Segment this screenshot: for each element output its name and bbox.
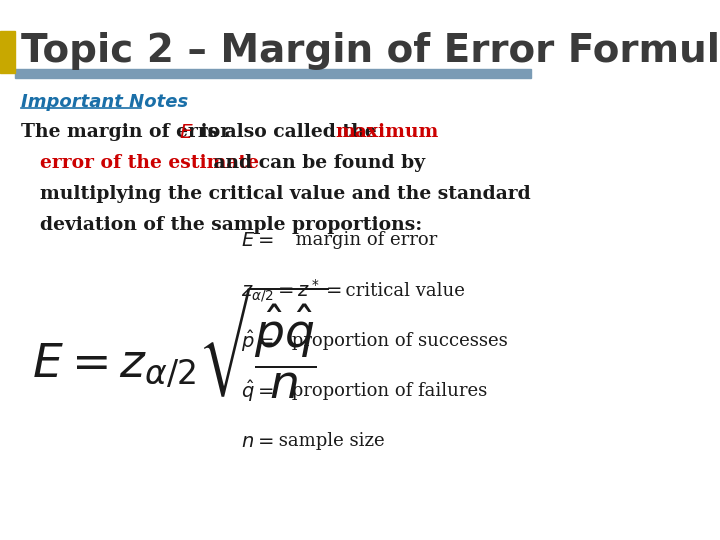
Text: $z_{\alpha/2} = z^* = $: $z_{\alpha/2} = z^* = $ [241,277,342,304]
Text: proportion of failures: proportion of failures [287,382,487,400]
Text: multiplying the critical value and the standard: multiplying the critical value and the s… [40,185,531,203]
Text: $\hat{p} = $: $\hat{p} = $ [241,328,274,354]
Text: $\hat{q} = $: $\hat{q} = $ [241,378,274,404]
Text: $E = z_{\alpha/2}\sqrt{\dfrac{\hat{p}\hat{q}}{n}}$: $E = z_{\alpha/2}\sqrt{\dfrac{\hat{p}\ha… [32,285,328,401]
Text: sample size: sample size [273,432,385,450]
Text: Topic 2 – Margin of Error Formula: Topic 2 – Margin of Error Formula [21,32,720,70]
Text: is also called the: is also called the [194,123,383,141]
Text: Important Notes: Important Notes [21,92,189,111]
Text: maximum: maximum [336,123,439,141]
Text: error of the estimate: error of the estimate [40,154,258,172]
Text: $E = $: $E = $ [241,231,274,250]
Text: and can be found by: and can be found by [207,154,425,172]
Text: margin of error: margin of error [284,231,437,249]
Text: $n = $: $n = $ [241,431,274,451]
Text: $E$: $E$ [179,123,194,142]
Text: critical value: critical value [334,281,465,300]
Text: proportion of successes: proportion of successes [287,332,508,350]
Text: The margin of error: The margin of error [21,123,237,141]
Bar [0,31,15,73]
Bar [15,69,531,78]
Text: deviation of the sample proportions:: deviation of the sample proportions: [40,215,422,234]
